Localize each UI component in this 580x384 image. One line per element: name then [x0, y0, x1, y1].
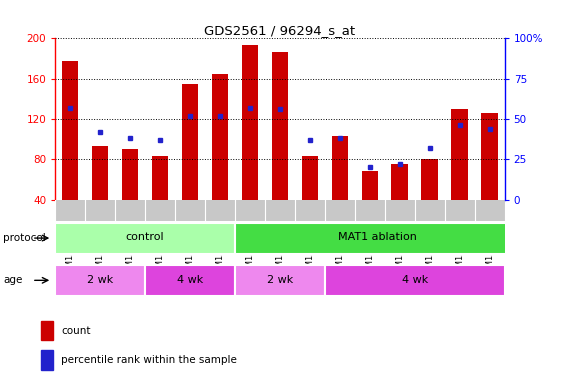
Bar — [235, 265, 325, 296]
Bar — [271, 51, 288, 200]
Title: GDS2561 / 96294_s_at: GDS2561 / 96294_s_at — [204, 24, 356, 37]
Bar — [422, 159, 438, 200]
Bar — [55, 265, 145, 296]
Bar — [152, 156, 168, 200]
Text: percentile rank within the sample: percentile rank within the sample — [61, 355, 237, 365]
Bar — [392, 164, 408, 200]
Bar — [122, 149, 138, 200]
Bar — [41, 350, 53, 370]
Text: 2 wk: 2 wk — [267, 275, 293, 285]
Bar — [242, 45, 258, 200]
Bar — [41, 321, 53, 340]
Bar — [145, 265, 235, 296]
Bar — [302, 156, 318, 200]
Bar — [182, 84, 198, 200]
Bar — [361, 171, 378, 200]
Text: count: count — [61, 326, 90, 336]
Bar — [451, 109, 468, 200]
Text: 2 wk: 2 wk — [87, 275, 113, 285]
Text: 4 wk: 4 wk — [177, 275, 203, 285]
Bar — [325, 265, 505, 296]
Bar — [212, 74, 228, 200]
Bar — [332, 136, 348, 200]
Bar — [62, 61, 78, 200]
Bar — [481, 113, 498, 200]
Bar — [235, 222, 520, 253]
Text: protocol: protocol — [3, 233, 46, 243]
Text: MAT1 ablation: MAT1 ablation — [338, 232, 416, 242]
Text: 4 wk: 4 wk — [401, 275, 428, 285]
Bar — [55, 222, 235, 253]
Text: age: age — [3, 275, 22, 285]
Bar — [92, 146, 108, 200]
Text: control: control — [126, 232, 164, 242]
